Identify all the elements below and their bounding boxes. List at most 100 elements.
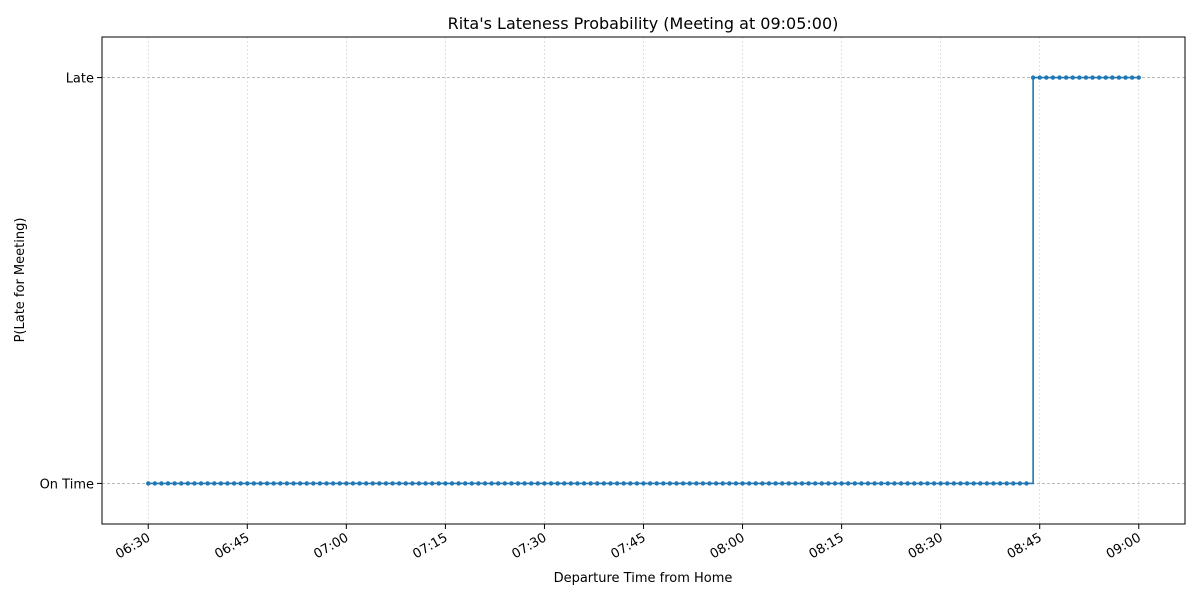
data-point <box>297 481 303 486</box>
data-point <box>1011 481 1016 486</box>
data-point <box>522 481 527 486</box>
data-point <box>179 481 184 486</box>
data-point <box>456 481 461 486</box>
data-point <box>601 481 607 486</box>
data-point <box>231 481 237 486</box>
data-point <box>245 481 250 486</box>
data-point <box>192 481 197 486</box>
data-point <box>832 481 838 486</box>
data-point <box>608 481 613 486</box>
data-point <box>251 481 257 486</box>
data-point <box>945 481 950 486</box>
data-point <box>423 481 428 486</box>
data-point <box>898 481 904 486</box>
data-point <box>786 481 791 486</box>
data-point <box>370 481 375 486</box>
data-point <box>225 481 230 486</box>
data-point <box>1110 75 1115 80</box>
data-point <box>641 481 646 486</box>
data-point <box>727 481 732 486</box>
data-point <box>350 481 356 486</box>
data-point <box>614 481 620 486</box>
series-lateness <box>146 75 1141 486</box>
data-point <box>383 481 389 486</box>
data-point <box>1103 75 1108 80</box>
data-point <box>469 481 474 486</box>
data-point <box>443 481 448 486</box>
data-point <box>1090 75 1095 80</box>
x-axis-label: Departure Time from Home <box>554 571 733 586</box>
data-point <box>707 481 712 486</box>
data-point <box>205 481 210 486</box>
data-point <box>819 481 824 486</box>
data-point <box>661 481 666 486</box>
data-point <box>925 481 930 486</box>
data-point <box>463 481 468 486</box>
data-point <box>958 481 963 486</box>
data-point <box>1136 75 1141 80</box>
data-point <box>1123 75 1128 80</box>
data-point <box>562 481 567 486</box>
data-point <box>502 481 508 486</box>
data-point <box>271 481 276 486</box>
data-point <box>555 481 560 486</box>
data-point <box>991 481 996 486</box>
data-point <box>390 481 395 486</box>
data-point <box>542 481 547 486</box>
data-point <box>278 481 283 486</box>
data-point <box>436 481 441 486</box>
data-point <box>337 481 342 486</box>
data-point <box>595 481 600 486</box>
data-point <box>1037 75 1042 80</box>
data-point <box>1030 75 1036 80</box>
data-point <box>1063 75 1069 80</box>
data-point <box>284 481 290 486</box>
data-point <box>905 481 910 486</box>
data-point <box>198 481 204 486</box>
chart-title: Rita's Lateness Probability (Meeting at … <box>448 14 839 33</box>
data-point <box>165 481 171 486</box>
data-point <box>1044 75 1049 80</box>
data-point <box>146 481 151 486</box>
data-point <box>634 481 640 486</box>
data-point <box>938 481 943 486</box>
data-point <box>496 481 501 486</box>
data-point <box>291 481 296 486</box>
data-point <box>588 481 593 486</box>
data-point <box>621 481 626 486</box>
data-point <box>799 481 805 486</box>
data-point <box>1077 75 1082 80</box>
data-point <box>238 481 243 486</box>
data-point <box>1057 75 1062 80</box>
data-point <box>654 481 659 486</box>
data-point <box>1096 75 1102 80</box>
data-point <box>159 481 164 486</box>
data-point <box>416 481 422 486</box>
data-point <box>1083 75 1089 80</box>
data-point <box>852 481 858 486</box>
data-point <box>846 481 851 486</box>
data-point <box>1070 75 1075 80</box>
data-point <box>746 481 752 486</box>
data-point <box>760 481 765 486</box>
y-tick-label: Late <box>66 72 94 87</box>
data-point <box>667 481 673 486</box>
data-point <box>1004 481 1009 486</box>
data-point <box>403 481 408 486</box>
data-point <box>628 481 633 486</box>
data-point <box>647 481 653 486</box>
data-point <box>410 481 415 486</box>
data-point <box>212 481 217 486</box>
data-point <box>304 481 309 486</box>
data-point <box>872 481 877 486</box>
data-point <box>680 481 686 486</box>
data-point <box>674 481 679 486</box>
data-point <box>357 481 362 486</box>
data-point <box>172 481 177 486</box>
data-point <box>509 481 514 486</box>
data-point <box>879 481 884 486</box>
data-point <box>892 481 897 486</box>
data-point <box>813 481 818 486</box>
